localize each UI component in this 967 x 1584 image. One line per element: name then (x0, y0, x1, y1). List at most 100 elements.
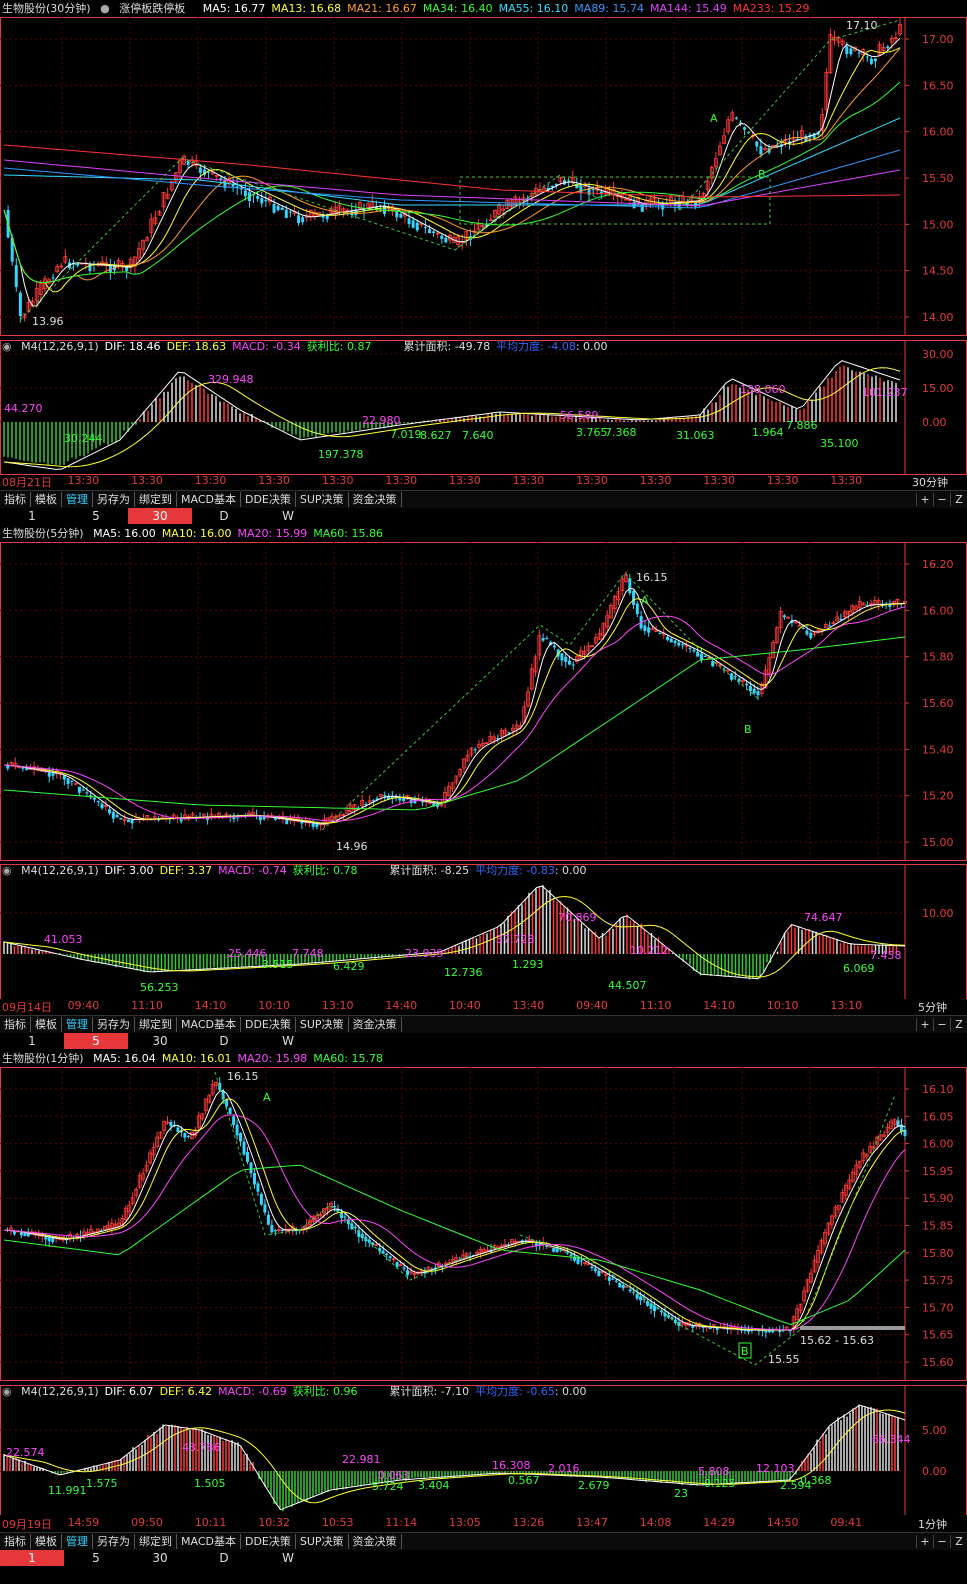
candle-down (703, 655, 707, 657)
toolbar-button-绑定到[interactable]: 绑定到 (135, 1017, 177, 1032)
period-tab-5[interactable]: 5 (92, 1551, 100, 1565)
candle-down (115, 814, 119, 818)
toolbar-button-管理[interactable]: 管理 (62, 492, 93, 507)
candle-up (22, 313, 27, 318)
candle-down (108, 809, 112, 814)
toolbar-button-模板[interactable]: 模板 (31, 1534, 62, 1549)
candle-up (200, 1113, 205, 1120)
period-tab-30[interactable]: 30 (128, 508, 192, 524)
candle-down (92, 264, 96, 266)
toolbar-button-DDE决策[interactable]: DDE决策 (241, 1017, 296, 1032)
period-tab-1[interactable]: 1 (0, 1550, 64, 1566)
toolbar-button-另存为[interactable]: 另存为 (93, 1017, 135, 1032)
candle-down (367, 1239, 371, 1243)
toolbar-button-模板[interactable]: 模板 (31, 1017, 62, 1032)
macd-annotation: 3.404 (418, 1479, 450, 1492)
candle-down (496, 737, 500, 740)
time-tick-label: 14:10 (703, 999, 735, 1012)
candlestick-chart-5min[interactable]: 16.20 16.00 15.80 15.60 15.40 15.20 15.00 16.15… (0, 525, 967, 865)
macd-annotation: 197.378 (318, 448, 364, 461)
macd-annotation: 66.344 (872, 1433, 911, 1446)
zoom-in-button[interactable]: + (916, 1018, 933, 1031)
period-tab-W[interactable]: W (282, 1551, 294, 1565)
macd-annotation: 5.808 (698, 1465, 730, 1478)
candle-down (670, 1317, 674, 1319)
toolbar-button-资金决策[interactable]: 资金决策 (349, 1017, 402, 1032)
zoom-in-button[interactable]: + (916, 493, 933, 506)
candle-down (353, 1226, 357, 1228)
reset-zoom-button[interactable]: Z (950, 1018, 967, 1031)
period-tab-1[interactable]: 1 (28, 509, 36, 523)
period-tab-5[interactable]: 5 (92, 509, 100, 523)
candle-down (273, 818, 277, 820)
zoom-out-button[interactable]: − (933, 1018, 950, 1031)
toolbar-button-MACD基本[interactable]: MACD基本 (177, 492, 241, 507)
candle-down (21, 767, 25, 769)
macd-chart-30min[interactable]: 30.00 15.00 0.00 44.270 30.244 329.948 197.378… (0, 340, 967, 480)
candle-down (869, 58, 873, 64)
candle-up (196, 1115, 201, 1128)
period-tab-W[interactable]: W (282, 1034, 294, 1048)
period-tab-1[interactable]: 1 (28, 1034, 36, 1048)
candle-up (877, 44, 882, 55)
toolbar-button-指标[interactable]: 指标 (0, 1534, 31, 1549)
candlestick-chart-30min[interactable]: 17.00 16.50 16.00 15.50 15.00 14.50 14.00 17.10… (0, 0, 967, 340)
toolbar-button-绑定到[interactable]: 绑定到 (135, 1534, 177, 1549)
toolbar-button-绑定到[interactable]: 绑定到 (135, 492, 177, 507)
limit-toggle-icon[interactable]: ● (100, 2, 110, 15)
macd-annotation: 101.237 (862, 386, 908, 399)
toolbar-button-DDE决策[interactable]: DDE决策 (241, 1534, 296, 1549)
toolbar-button-另存为[interactable]: 另存为 (93, 1534, 135, 1549)
toolbar-button-资金决策[interactable]: 资金决策 (349, 1534, 402, 1549)
period-tab-30[interactable]: 30 (152, 1551, 168, 1565)
candle-up (611, 189, 616, 196)
candle-up (812, 1259, 817, 1273)
zoom-in-button[interactable]: + (916, 1535, 933, 1548)
ma-legend-item: MA144: 15.49 (650, 2, 727, 15)
y-tick-label: 15.75 (922, 1274, 954, 1287)
candle-down (896, 1120, 900, 1127)
reset-zoom-button[interactable]: Z (950, 1535, 967, 1548)
toolbar-button-DDE决策[interactable]: DDE决策 (241, 492, 296, 507)
candle-up (322, 818, 327, 826)
toolbar-button-MACD基本[interactable]: MACD基本 (177, 1017, 241, 1032)
time-tick-label: 11:10 (639, 999, 672, 1012)
period-tab-W[interactable]: W (282, 509, 294, 523)
toolbar-button-指标[interactable]: 指标 (0, 1017, 31, 1032)
period-tab-D[interactable]: D (219, 509, 229, 523)
candle-down (621, 1284, 625, 1289)
toolbar-button-模板[interactable]: 模板 (31, 492, 62, 507)
toolbar-button-MACD基本[interactable]: MACD基本 (177, 1534, 241, 1549)
y-tick-label: 16.05 (922, 1110, 954, 1123)
limit-toggle[interactable]: 涨停板跌停板 (119, 2, 186, 15)
toolbar-button-SUP决策[interactable]: SUP决策 (296, 1017, 349, 1032)
toolbar-button-管理[interactable]: 管理 (62, 1017, 93, 1032)
zoom-out-button[interactable]: − (933, 493, 950, 506)
period-tab-30[interactable]: 30 (152, 1034, 168, 1048)
toolbar-button-管理[interactable]: 管理 (62, 1534, 93, 1549)
toolbar-button-另存为[interactable]: 另存为 (93, 492, 135, 507)
candle-up (885, 1126, 890, 1133)
reset-zoom-button[interactable]: Z (950, 493, 967, 506)
ma55-line (3, 117, 901, 206)
toolbar-button-资金决策[interactable]: 资金决策 (349, 492, 402, 507)
candlestick-chart-1min[interactable]: 16.10 16.05 16.00 15.95 15.90 15.85 15.80 15.75… (0, 1050, 967, 1385)
zoom-out-button[interactable]: − (933, 1535, 950, 1548)
time-tick-label: 10:11 (194, 1516, 227, 1529)
toolbar-button-SUP决策[interactable]: SUP决策 (296, 1534, 349, 1549)
candle-up (367, 800, 372, 803)
candle-up (831, 622, 836, 625)
period-tab-D[interactable]: D (219, 1034, 229, 1048)
candle-down (587, 187, 591, 195)
period-tab-D[interactable]: D (219, 1551, 229, 1565)
period-tab-5[interactable]: 5 (64, 1033, 128, 1049)
candle-up (106, 1224, 111, 1230)
toolbar-button-指标[interactable]: 指标 (0, 492, 31, 507)
candle-down (639, 1296, 643, 1301)
toolbar-button-SUP决策[interactable]: SUP决策 (296, 492, 349, 507)
y-tick-label: 15.80 (922, 651, 954, 664)
candle-up (165, 1121, 170, 1124)
candle-up (537, 634, 542, 656)
